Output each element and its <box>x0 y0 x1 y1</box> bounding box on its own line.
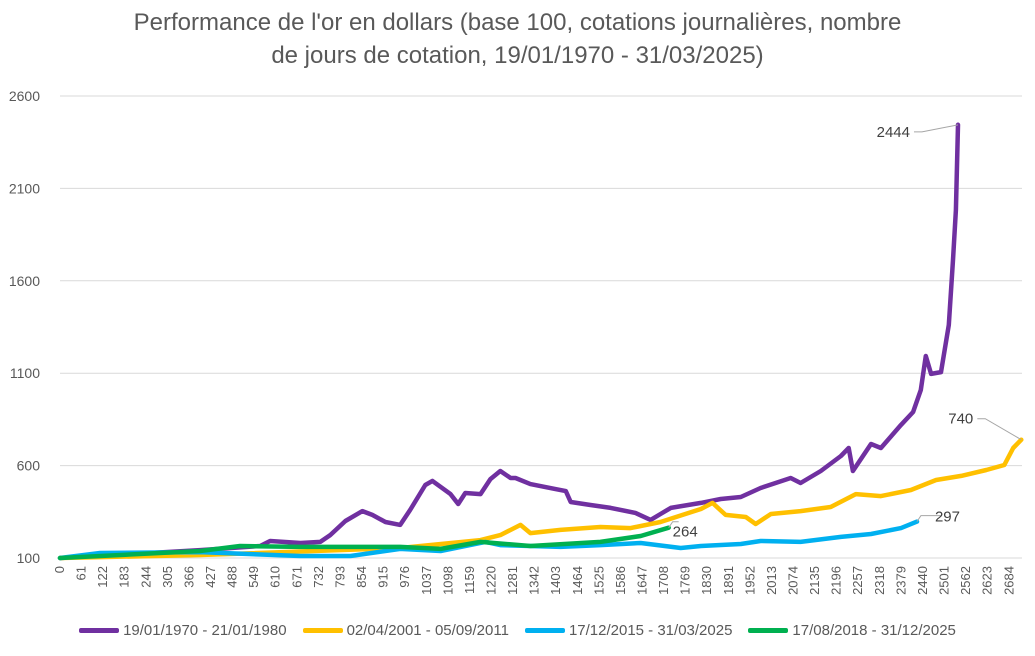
series-lines <box>57 122 1024 561</box>
legend-label: 17/12/2015 - 31/03/2025 <box>568 622 733 639</box>
x-tick-label: 1037 <box>419 566 434 595</box>
y-tick-label: 2100 <box>9 180 40 196</box>
x-tick-label: 793 <box>332 566 347 588</box>
x-tick-label: 1647 <box>635 566 650 595</box>
x-tick-label: 854 <box>354 566 369 588</box>
label-leader-line <box>668 521 679 528</box>
x-tick-label: 427 <box>203 566 218 588</box>
x-tick-label: 915 <box>376 566 391 588</box>
end-value-label: 740 <box>948 411 973 428</box>
y-tick-label: 100 <box>17 550 41 566</box>
x-tick-label: 305 <box>160 566 175 588</box>
legend-item-4: 17/08/2018 - 31/12/2025 <box>748 622 956 639</box>
legend-swatch <box>524 628 565 633</box>
x-tick-label: 2440 <box>915 566 930 595</box>
x-tick-label: 1952 <box>742 566 757 595</box>
x-tick-label: 1708 <box>656 566 671 595</box>
x-tick-label: 1891 <box>721 566 736 595</box>
x-tick-label: 2562 <box>958 566 973 595</box>
x-tick-label: 1403 <box>548 566 563 595</box>
x-tick-label: 1281 <box>505 566 520 595</box>
x-tick-label: 1525 <box>591 566 606 595</box>
x-tick-label: 2135 <box>807 566 822 595</box>
x-tick-label: 366 <box>181 566 196 588</box>
x-tick-label: 244 <box>138 566 153 588</box>
x-tick-label: 2013 <box>764 566 779 595</box>
x-tick-label: 610 <box>268 566 283 588</box>
end-value-label: 2444 <box>877 124 910 141</box>
legend-label: 19/01/1970 - 21/01/1980 <box>123 622 287 639</box>
legend-swatch <box>79 628 120 633</box>
x-tick-label: 671 <box>289 566 304 588</box>
y-tick-label: 600 <box>17 458 41 474</box>
chart-title-line-1: Performance de l'or en dollars (base 100… <box>133 9 902 36</box>
x-tick-label: 1464 <box>570 566 585 595</box>
label-leader-line <box>913 124 959 133</box>
x-tick-label: 2074 <box>786 566 801 595</box>
x-tick-label: 1769 <box>678 566 693 595</box>
y-axis-ticks: 100 600 1100 1600 2100 2600 <box>9 88 40 566</box>
x-tick-label: 2379 <box>893 566 908 595</box>
x-tick-label: 1586 <box>613 566 628 595</box>
legend-label: 02/04/2001 - 05/09/2011 <box>346 622 509 639</box>
x-tick-label: 1220 <box>483 566 498 595</box>
legend-item-3: 17/12/2015 - 31/03/2025 <box>524 622 733 639</box>
x-tick-label: 2684 <box>1001 566 1016 595</box>
legend-label: 17/08/2018 - 31/12/2025 <box>792 622 956 639</box>
chart-title: Performance de l'or en dollars (base 100… <box>0 6 1035 72</box>
label-leader-line <box>916 515 941 522</box>
data-labels: 2444 740 297 264 <box>668 124 1022 541</box>
x-tick-label: 1830 <box>699 566 714 595</box>
x-tick-label: 1342 <box>527 566 542 595</box>
x-tick-label: 549 <box>246 566 261 588</box>
x-tick-label: 2196 <box>829 566 844 595</box>
x-tick-label: 2318 <box>872 566 887 595</box>
x-tick-label: 2501 <box>937 566 952 595</box>
x-tick-label: 2257 <box>850 566 865 595</box>
x-tick-label: 1098 <box>440 566 455 595</box>
x-tick-label: 122 <box>95 566 110 588</box>
legend-swatch <box>748 628 789 633</box>
end-value-label: 264 <box>673 524 698 541</box>
y-tick-label: 1100 <box>10 365 40 381</box>
x-tick-label: 976 <box>397 566 412 588</box>
x-tick-label: 0 <box>52 566 67 573</box>
x-tick-label: 1159 <box>462 566 477 594</box>
series-line-4 <box>57 525 671 561</box>
label-leader-line <box>977 418 1022 441</box>
y-tick-label: 2600 <box>9 88 40 104</box>
x-tick-label: 61 <box>74 566 89 580</box>
legend-item-1: 19/01/1970 - 21/01/1980 <box>79 622 287 639</box>
series-line-2 <box>57 437 1024 561</box>
end-value-label: 297 <box>935 509 960 526</box>
y-tick-label: 1600 <box>9 273 40 289</box>
x-tick-label: 488 <box>225 566 240 588</box>
gridlines <box>60 95 1022 559</box>
legend: 19/01/1970 - 21/01/1980 02/04/2001 - 05/0… <box>0 622 1035 639</box>
legend-swatch <box>302 628 343 633</box>
x-tick-label: 183 <box>117 566 132 588</box>
chart-title-line-2: de jours de cotation, 19/01/1970 - 31/03… <box>271 42 764 69</box>
legend-item-2: 02/04/2001 - 05/09/2011 <box>302 622 509 639</box>
series-line-3 <box>57 519 920 561</box>
x-tick-label: 732 <box>311 566 326 588</box>
series-line-1 <box>57 122 961 561</box>
x-axis-ticks: 0 61 122 183 244 305 366 427 488 549 610 671 732 793 8… <box>52 566 1016 595</box>
x-tick-label: 2623 <box>980 566 995 595</box>
